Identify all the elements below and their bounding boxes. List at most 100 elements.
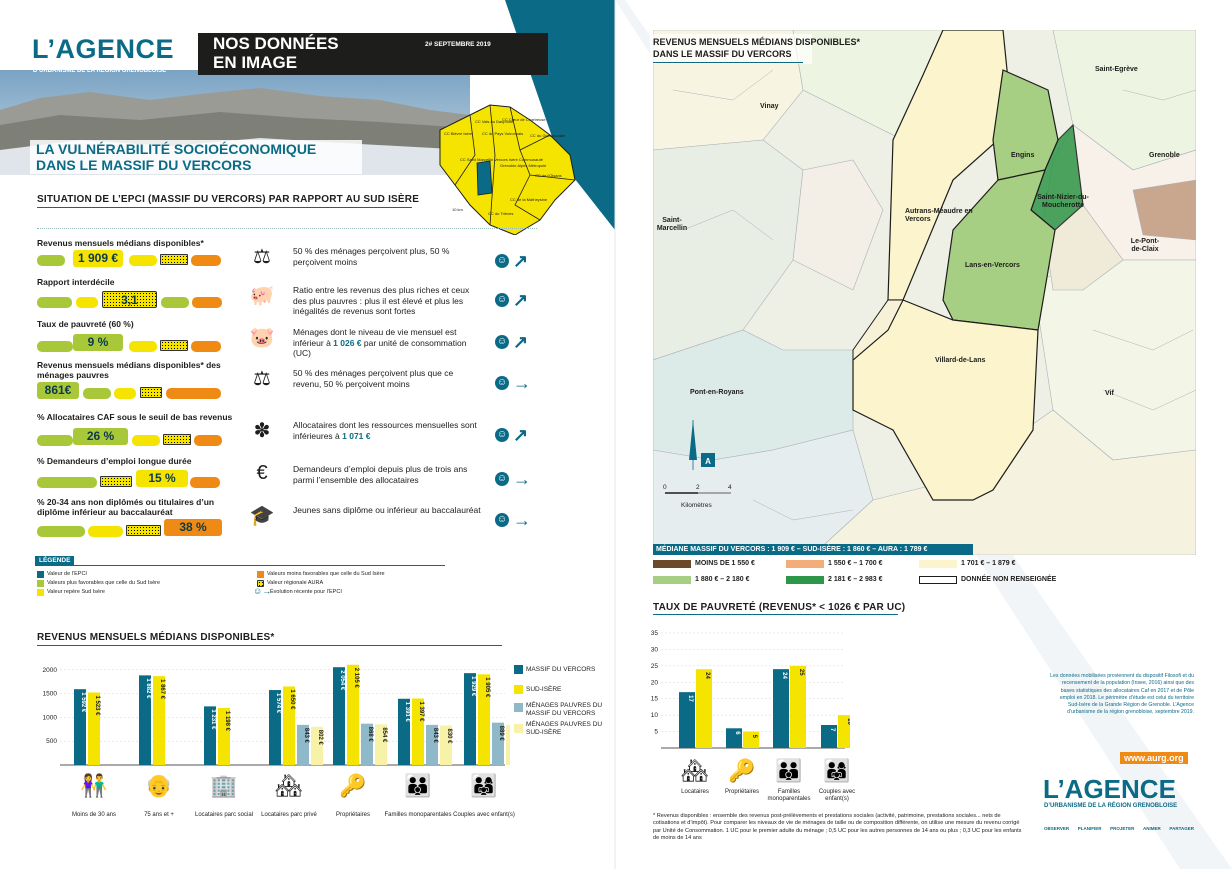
graduation-icon: 🎓 <box>249 505 275 527</box>
situation-divider <box>37 228 537 229</box>
map-label-autrans: Autrans-Méaudre en Vercors <box>905 208 973 223</box>
indicator-scale-bar <box>129 341 157 352</box>
bar <box>333 667 345 765</box>
indicator-scale-bar <box>37 477 97 488</box>
website-badge[interactable]: www.aurg.org <box>1120 752 1188 764</box>
bar <box>726 728 742 748</box>
bar-label: 868 € <box>367 727 373 743</box>
map-canvas <box>653 30 1196 555</box>
trend-up-arrow-icon: ↗ <box>513 290 529 310</box>
map-label-vinay: Vinay <box>760 103 779 110</box>
trend-up-arrow-icon: ↗ <box>513 251 529 271</box>
indicator-scale-bar <box>191 255 221 266</box>
inset-label-metro: Grenoble Alpes Métropole <box>500 163 547 168</box>
indicator-scale-bar <box>160 254 188 265</box>
rev-legend-text-vercors: MASSIF DU VERCORS <box>526 666 596 673</box>
indicator-scale-bar <box>140 387 162 398</box>
map-label-grenoble: Grenoble <box>1149 152 1180 159</box>
legend-rule <box>35 565 445 566</box>
indicator-description: Ratio entre les revenus des plus riches … <box>293 285 470 316</box>
houses-icon: 🏘 <box>681 758 709 783</box>
map-class-3-label: 1 701 € – 1 879 € <box>961 560 1016 567</box>
inset-label-bievre: CC Bièvre Isère <box>444 131 473 136</box>
category-label: Couples avec enfant(s) <box>818 789 856 802</box>
indicator-description: 50 % des ménages perçoivent plus que ce … <box>293 368 454 389</box>
situation-title: SITUATION DE L’EPCI (MASSIF DU VERCORS) … <box>37 194 420 205</box>
smiley-icon: ☺ <box>495 513 509 527</box>
indicator-value: 3,1 <box>102 291 157 308</box>
rev-legend-swatch-pauvres-vercors <box>514 703 523 712</box>
map-label-lans: Lans-en-Vercors <box>965 262 1020 269</box>
map-label-villard: Villard-de-Lans <box>935 357 986 364</box>
indicator-scale-bar <box>37 526 85 537</box>
bar-label: 1 650 € <box>289 689 295 710</box>
situation-title-rule <box>37 207 412 208</box>
bar <box>743 731 759 748</box>
legend-swatch-unfavorable <box>257 571 264 578</box>
indicator-scale-bar <box>163 434 191 445</box>
rev-legend-swatch-sud <box>514 685 523 694</box>
tag-animer: ANIMER <box>1143 826 1161 831</box>
bar-label: 6 <box>734 731 740 735</box>
keys-icon: 🔑 <box>728 758 756 783</box>
bar-label: 7 <box>829 728 835 732</box>
inset-label-stmarcellin: CC Saint Marcellin Vercors Isère Communa… <box>460 157 544 162</box>
compass-n-icon: A <box>705 457 711 466</box>
indicator-description: Demandeurs d’emploi depuis plus de trois… <box>293 464 468 485</box>
legend-text-sud-isere: Valeur repère Sud Isère <box>47 589 105 595</box>
map-label-pont-de-claix: Le-Pont-de-Claix <box>1130 238 1160 253</box>
smiley-icon: ☺ <box>495 428 509 442</box>
indicator-desc-highlight: 1 026 € <box>333 337 362 348</box>
indicator-label: % Allocataires CAF sous le seuil de bas … <box>37 412 233 422</box>
category-label: Familles monoparentales <box>384 812 452 818</box>
category-label: Locataires parc social <box>194 812 254 818</box>
compass-scale: A 0 2 4 Kilomètres <box>663 420 732 509</box>
family-icon: 👪 <box>404 773 432 798</box>
pauvrete-chart: 5 10 15 20 25 30 35 17 24 6 5 24 25 7 10 <box>651 630 850 749</box>
indicator-label: Taux de pauvreté (60 %) <box>37 319 134 329</box>
bar-label: 1 231 € <box>210 709 216 730</box>
bar <box>139 675 151 765</box>
map-title-line-1: REVENUS MENSUELS MÉDIANS DISPONIBLES* <box>653 37 861 47</box>
bar <box>696 669 712 748</box>
bar <box>398 698 410 765</box>
legend-text-aura: Valeur régionale AURA <box>267 580 324 586</box>
trend-right-arrow-icon: → <box>513 510 531 530</box>
legend-text-trend: Évolution récente pour l’EPCI <box>270 589 342 595</box>
legend-title: LÉGENDE <box>35 556 75 565</box>
indicator-value: 861€ <box>37 382 79 399</box>
legend-arrow-icon: ☺→ <box>253 586 272 596</box>
y-tick-label: 20 <box>651 679 659 686</box>
piggy-icon: 🐖 <box>249 285 275 307</box>
map-class-4-swatch <box>653 576 691 584</box>
smiley-icon: ☺ <box>495 254 509 268</box>
series-title-line-1: NOS DONNÉES <box>213 34 339 53</box>
indicator-value: 26 % <box>73 428 128 445</box>
category-label: Propriétaires <box>724 789 759 795</box>
bar-label: 1 929 € <box>470 676 476 697</box>
footer-brand-logo: L’AGENCE <box>1043 774 1176 804</box>
inset-label-vals: CC Vals du Dauphiné <box>475 119 514 124</box>
trend-right-arrow-icon: → <box>513 373 531 393</box>
indicator-scale-bar <box>194 435 222 446</box>
bar-label: 2 105 € <box>353 668 359 689</box>
map-class-4-label: 1 880 € – 2 180 € <box>695 576 750 583</box>
y-tick-label: 1000 <box>43 714 58 721</box>
bar-label: 17 <box>687 695 693 702</box>
rev-legend-text-sud: SUD-ISÈRE <box>526 686 562 693</box>
family-child-icon: 👨‍👩‍👧 <box>823 758 851 783</box>
tag-projeter: PROJETER <box>1110 826 1135 831</box>
houses-icon: 🏘 <box>275 773 303 798</box>
bar-label: 1 867 € <box>159 679 165 700</box>
bar-label: 1 397 € <box>418 701 424 722</box>
map-label-vif: Vif <box>1105 390 1114 397</box>
bar <box>426 724 438 765</box>
indicator-scale-bar <box>37 297 72 308</box>
main-title-line-2: DANS LE MASSIF DU VERCORS <box>36 157 252 173</box>
category-label: Couples avec enfant(s) <box>453 812 515 818</box>
revenus-chart-rule <box>37 645 502 646</box>
map-title-line-2: DANS LE MASSIF DU VERCORS <box>653 49 792 59</box>
trend-right-arrow-icon: → <box>513 469 531 489</box>
bar <box>347 664 359 765</box>
indicator-description: Allocataires dont les ressources mensuel… <box>293 420 483 441</box>
